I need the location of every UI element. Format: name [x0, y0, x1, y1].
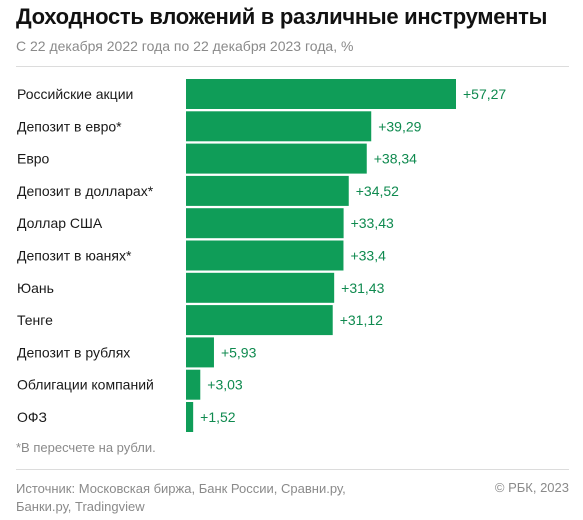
bar	[186, 143, 367, 174]
bar	[186, 272, 335, 303]
bar-chart: Российские акции +57,27 Депозит в евро* +39…	[17, 79, 506, 432]
value-label: +38,34	[374, 151, 417, 167]
category-label: Юань	[17, 280, 54, 296]
bar	[186, 240, 344, 271]
category-label: Российские акции	[17, 86, 133, 102]
value-label: +5,93	[221, 344, 257, 360]
category-label: Депозит в юанях*	[17, 248, 132, 264]
category-label: Облигации компаний	[17, 377, 154, 393]
source-note: Источник: Московская биржа, Банк России,…	[16, 480, 416, 516]
source-line-1: Источник: Московская биржа, Банк России,…	[16, 481, 346, 496]
category-label: Евро	[17, 151, 50, 167]
value-label: +31,43	[341, 280, 384, 296]
value-label: +33,43	[351, 215, 394, 231]
value-label: +31,12	[340, 312, 383, 328]
value-label: +34,52	[356, 183, 399, 199]
bar	[186, 305, 333, 336]
footnote: *В пересчете на рубли.	[16, 440, 156, 455]
category-label: ОФЗ	[17, 409, 47, 425]
category-label: Доллар США	[17, 215, 103, 231]
category-label: Депозит в долларах*	[17, 183, 154, 199]
bar	[186, 111, 372, 142]
bar	[186, 175, 349, 206]
bar	[186, 369, 201, 400]
chart-subtitle: С 22 декабря 2022 года по 22 декабря 202…	[16, 38, 354, 54]
value-label: +33,4	[350, 248, 386, 264]
source-line-2: Банки.ру, Tradingview	[16, 499, 145, 514]
value-label: +57,27	[463, 86, 506, 102]
category-label: Депозит в рублях	[17, 344, 130, 360]
bar	[186, 79, 456, 109]
chart-title: Доходность вложений в различные инструме…	[16, 4, 548, 29]
bar	[186, 337, 214, 368]
bar	[186, 208, 344, 239]
category-label: Депозит в евро*	[17, 118, 122, 134]
bottom-divider	[16, 469, 569, 470]
copyright: © РБК, 2023	[494, 480, 569, 495]
value-label: +3,03	[207, 377, 243, 393]
value-label: +1,52	[200, 409, 236, 425]
bar	[186, 402, 194, 432]
top-divider	[16, 66, 569, 67]
category-label: Тенге	[17, 312, 53, 328]
value-label: +39,29	[378, 118, 421, 134]
